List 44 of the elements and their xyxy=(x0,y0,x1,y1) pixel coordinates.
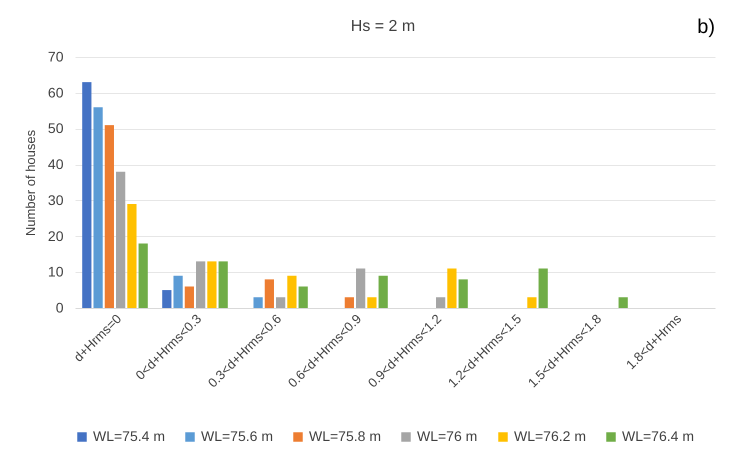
legend-label: WL=75.4 m xyxy=(93,428,165,444)
bar xyxy=(367,297,377,308)
bar xyxy=(287,276,297,308)
bar xyxy=(264,279,274,308)
bar xyxy=(162,290,172,308)
bar xyxy=(344,297,354,308)
bar xyxy=(436,297,446,308)
bar xyxy=(538,268,548,308)
legend-label: WL=75.8 m xyxy=(309,428,381,444)
y-tick-label: 0 xyxy=(56,300,64,316)
y-tick-label: 10 xyxy=(48,264,64,280)
bar xyxy=(173,276,183,308)
bar xyxy=(458,279,468,308)
chart-title: Hs = 2 m xyxy=(350,18,416,35)
bar xyxy=(218,261,228,308)
bar xyxy=(116,172,126,308)
bar xyxy=(93,107,103,308)
legend-label: WL=75.6 m xyxy=(201,428,273,444)
bar xyxy=(196,261,206,308)
legend-label: WL=76.2 m xyxy=(514,428,586,444)
bar xyxy=(378,276,388,308)
bar xyxy=(138,243,148,308)
y-tick-label: 50 xyxy=(48,120,64,136)
bar xyxy=(184,286,194,308)
y-tick-label: 20 xyxy=(48,228,64,244)
y-tick-label: 70 xyxy=(48,48,64,64)
bar xyxy=(356,268,366,308)
y-tick-label: 40 xyxy=(48,156,64,172)
bar xyxy=(447,268,457,308)
bar xyxy=(298,286,308,308)
bar xyxy=(253,297,263,308)
bar xyxy=(207,261,217,308)
legend-label: WL=76 m xyxy=(417,428,478,444)
y-tick-label: 60 xyxy=(48,84,64,100)
bar xyxy=(276,297,286,308)
bar xyxy=(618,297,628,308)
text: b) xyxy=(697,16,715,38)
bar xyxy=(527,297,537,308)
y-tick-label: 30 xyxy=(48,192,64,208)
y-axis-title: Number of houses xyxy=(22,129,38,236)
bar xyxy=(82,82,92,308)
legend-label: WL=76.4 m xyxy=(622,428,694,444)
bar xyxy=(104,125,114,308)
bar xyxy=(127,204,137,308)
